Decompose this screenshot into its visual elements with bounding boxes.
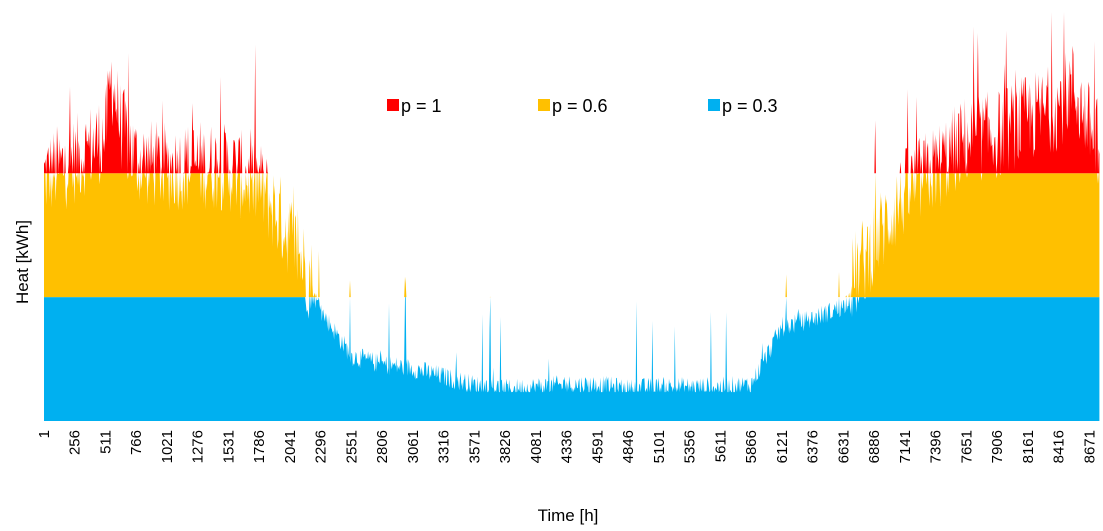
y-axis-title: Heat [kWh]: [13, 220, 32, 304]
x-tick-label: 2551: [343, 430, 360, 463]
x-tick-label: 4591: [589, 430, 606, 463]
x-tick-label: 4846: [620, 430, 637, 463]
legend-label: p = 0.6: [552, 96, 608, 116]
x-axis-title: Time [h]: [538, 506, 599, 525]
x-tick-label: 1786: [251, 430, 268, 463]
x-tick-label: 1: [36, 430, 53, 438]
x-tick-label: 4336: [559, 430, 576, 463]
x-tick-label: 1276: [190, 430, 207, 463]
x-tick-label: 4081: [528, 430, 545, 463]
x-tick-label: 6631: [835, 430, 852, 463]
legend: p = 1 p = 0.6 p = 0.3: [387, 96, 778, 116]
x-tick-label: 511: [98, 430, 115, 454]
legend-label: p = 0.3: [722, 96, 778, 116]
x-tick-label: 256: [67, 430, 84, 455]
x-tick-label: 5356: [682, 430, 699, 463]
x-tick-label: 7396: [928, 430, 945, 463]
x-tick-label: 3826: [497, 430, 514, 463]
x-tick-label: 1021: [159, 430, 176, 463]
x-tick-label: 2041: [282, 430, 299, 463]
legend-swatch: [538, 99, 550, 111]
x-tick-label: 6886: [866, 430, 883, 463]
x-tick-label: 7651: [958, 430, 975, 463]
x-tick-label: 5611: [712, 430, 729, 462]
x-tick-label: 6121: [774, 430, 791, 463]
plot-area: [44, 12, 1100, 421]
x-tick-label: 3571: [466, 430, 483, 463]
legend-swatch: [708, 99, 720, 111]
x-tick-label: 2296: [313, 430, 330, 463]
x-tick-label: 5101: [651, 430, 668, 463]
x-tick-label: 1531: [221, 430, 238, 463]
x-tick-label: 3316: [436, 430, 453, 463]
legend-swatch: [387, 99, 399, 111]
x-tick-label: 2806: [374, 430, 391, 463]
area-series-p0_3: [44, 297, 1100, 421]
area-series-p0_6: [44, 173, 1100, 298]
x-tick-label: 8161: [1020, 430, 1037, 463]
x-tick-label: 8416: [1051, 430, 1068, 463]
area-series-p1: [44, 12, 1100, 174]
x-tick-label: 8671: [1081, 430, 1098, 463]
legend-label: p = 1: [401, 96, 442, 116]
x-tick-label: 6376: [805, 430, 822, 463]
x-tick-label: 7906: [989, 430, 1006, 463]
x-tick-label: 5866: [743, 430, 760, 463]
x-axis: 1 256 511 766 1021 1276 1531 1786 2041 2296 2551 28…: [36, 430, 1098, 463]
x-tick-label: 3061: [405, 430, 422, 463]
x-tick-label: 766: [128, 430, 145, 455]
x-tick-label: 7141: [897, 430, 914, 463]
